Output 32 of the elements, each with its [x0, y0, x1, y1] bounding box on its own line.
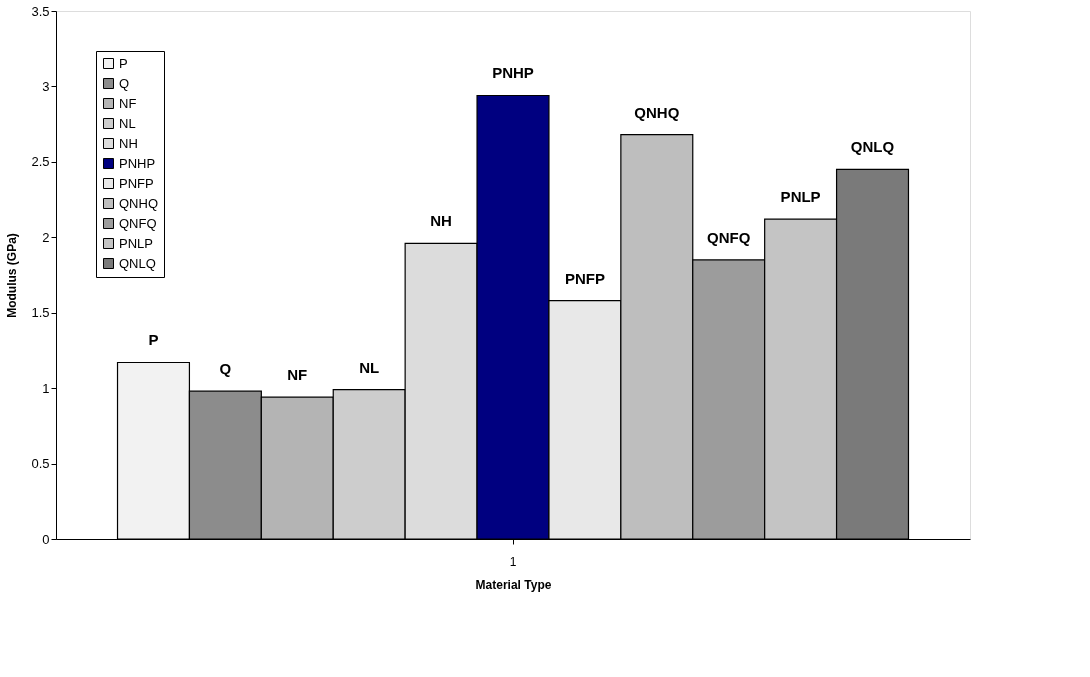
legend-label: NH [119, 135, 138, 151]
text: NL [359, 358, 380, 376]
legend-label: PNHP [119, 155, 156, 171]
legend-label: NF [119, 95, 137, 111]
y-tick-label: 1 [42, 380, 50, 396]
text: QNHQ [634, 103, 680, 121]
y-tick-label: 2.5 [31, 154, 50, 170]
text: PNHP [492, 64, 534, 82]
text: QNFQ [707, 228, 751, 246]
y-tick-label: 3 [42, 78, 50, 94]
text: P [148, 331, 159, 349]
text: Q [219, 360, 232, 378]
text: PNLP [780, 188, 821, 206]
legend-label: QNLQ [119, 255, 156, 271]
y-tick-label: 2 [42, 229, 50, 245]
text: NF [287, 366, 308, 384]
legend-label: P [119, 55, 128, 71]
y-axis-title: Modulus (GPa) [5, 233, 20, 318]
legend-label: Q [119, 75, 130, 91]
y-tick-label: 0 [42, 531, 50, 547]
legend-label: QNFQ [119, 215, 157, 231]
legend-label: PNLP [119, 235, 153, 251]
y-tick-label: 3.5 [31, 3, 50, 19]
x-axis-title: Material Type [475, 577, 552, 592]
legend-label: PNFP [119, 175, 154, 191]
text: NH [430, 212, 452, 230]
legend-label: NL [119, 115, 136, 131]
y-tick-label: 1.5 [31, 305, 50, 321]
legend-label: QNHQ [119, 195, 158, 211]
text: PNFP [564, 269, 605, 287]
y-tick-label: 0.5 [31, 456, 50, 472]
text: QNLQ [850, 138, 895, 156]
